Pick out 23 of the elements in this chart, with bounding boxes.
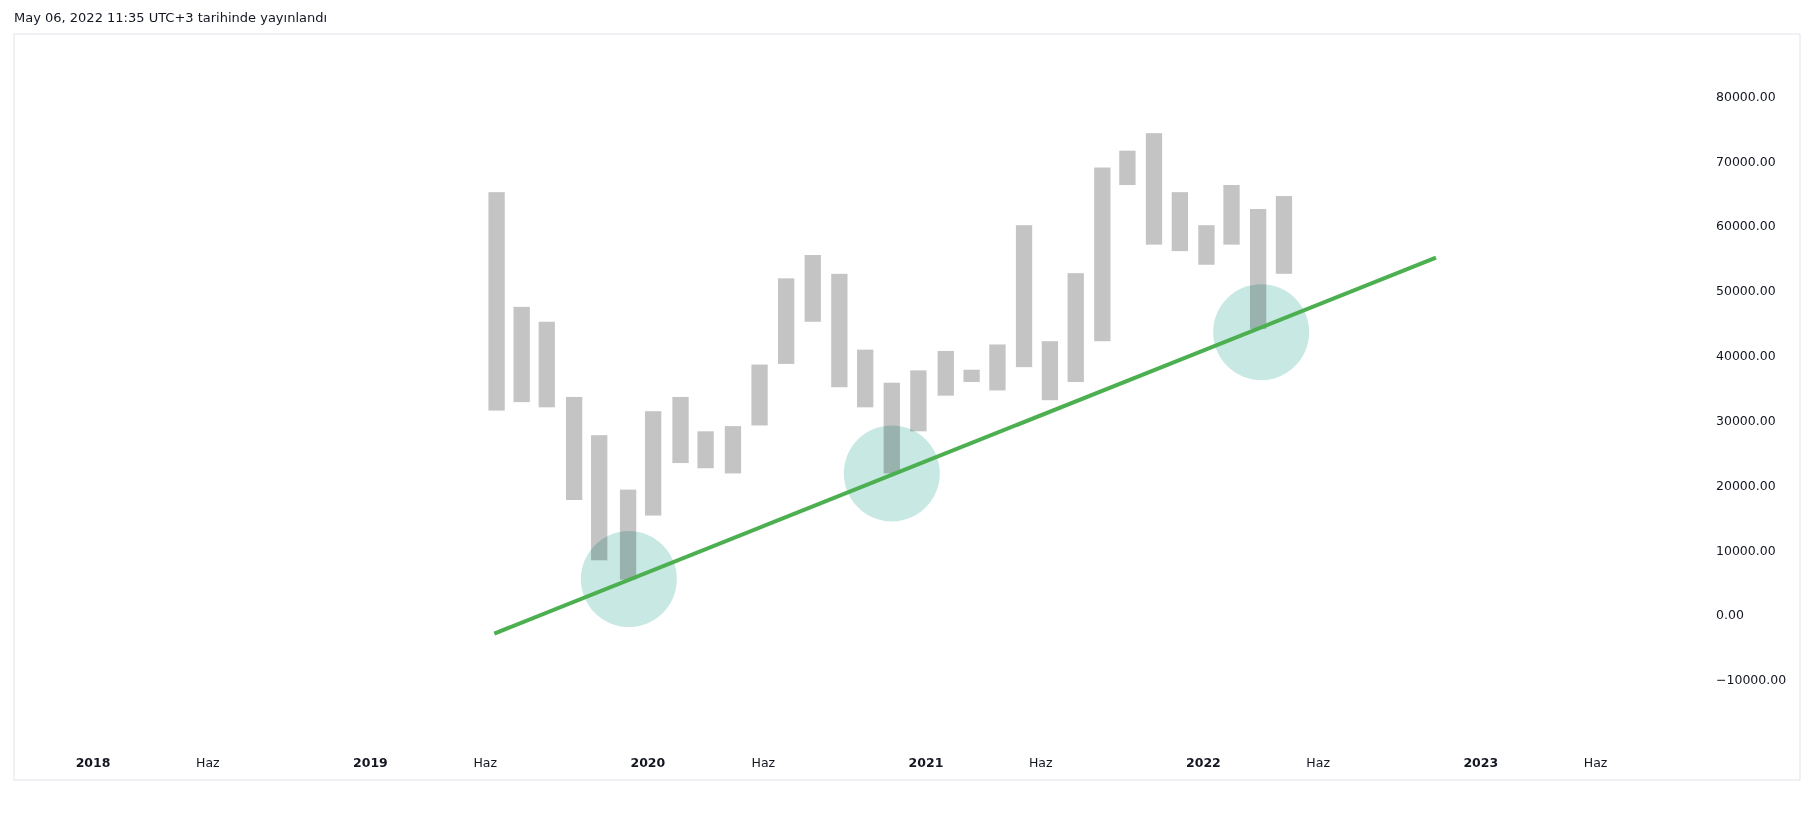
y-tick-label: 50000.00 [1716,282,1776,298]
x-tick-label: 2023 [1463,754,1499,770]
y-tick-label: 70000.00 [1716,153,1776,169]
y-tick-label: 0.00 [1716,606,1744,622]
x-tick-label: Haz [473,754,498,770]
x-tick-label: 2021 [908,754,944,770]
x-tick-label: Haz [1306,754,1331,770]
x-tick-label: 2020 [630,754,666,770]
y-tick-label: −10000.00 [1716,671,1787,687]
text: May 06, 2022 11:35 UTC+3 tarihinde yayınlandı [14,9,328,25]
x-tick-label: 2022 [1186,754,1221,770]
y-tick-label: 40000.00 [1716,347,1776,363]
y-tick-label: 20000.00 [1716,477,1776,493]
x-tick-label: Haz [1028,754,1054,770]
y-tick-label: 10000.00 [1716,542,1776,558]
x-tick-label: Haz [1583,754,1608,770]
y-tick-label: 80000.00 [1716,88,1776,104]
x-tick-label: 2018 [75,754,111,770]
y-tick-label: 60000.00 [1716,218,1776,233]
y-tick-label: 30000.00 [1716,412,1776,428]
x-tick-label: Haz [195,754,221,770]
x-tick-label: Haz [751,754,776,770]
x-tick-label: 2019 [353,754,388,770]
